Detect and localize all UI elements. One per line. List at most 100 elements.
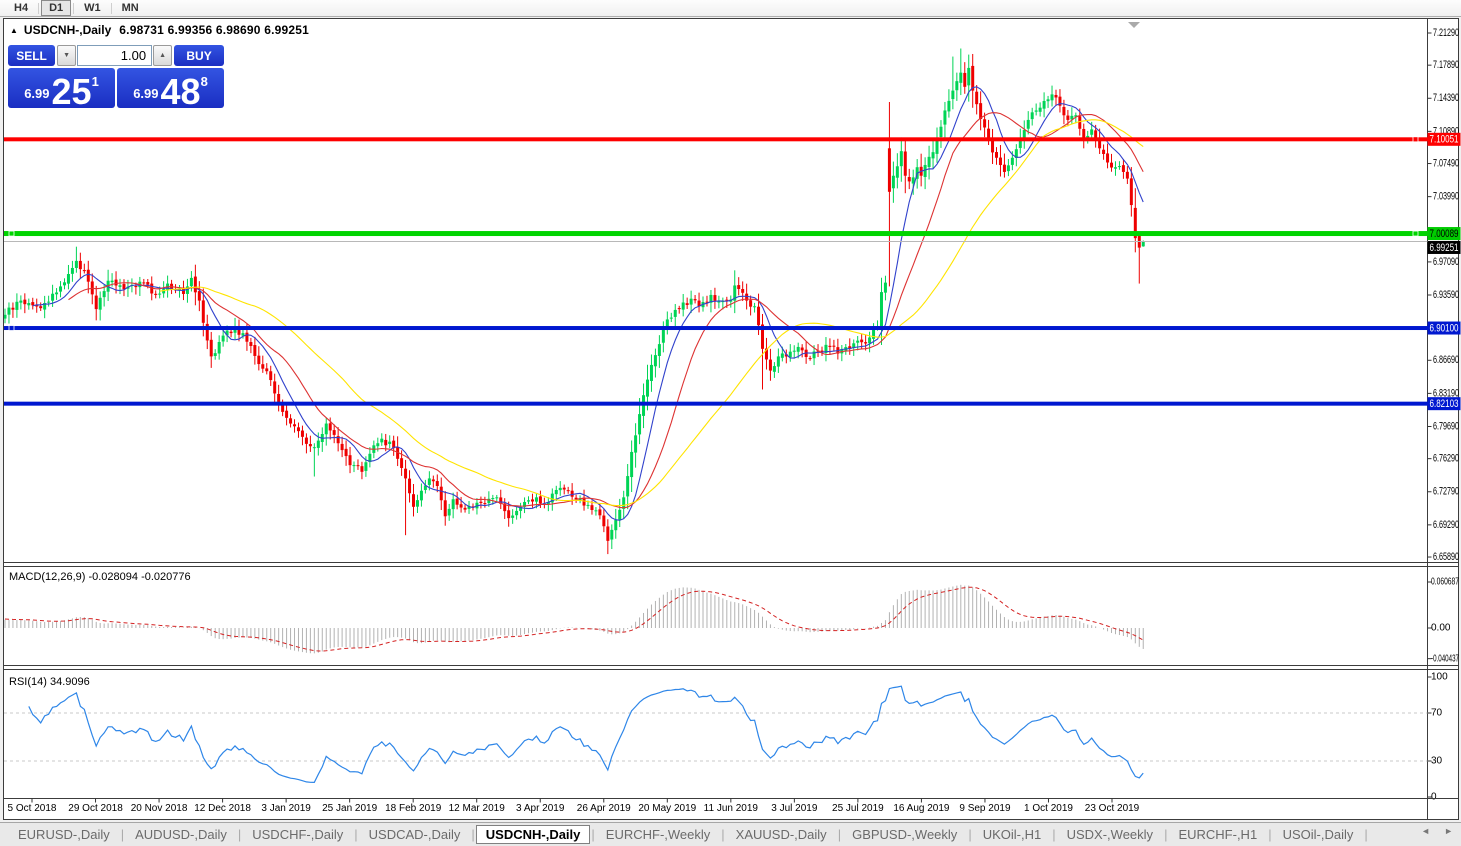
horizontal-level-line[interactable] xyxy=(4,231,1428,237)
candle xyxy=(455,491,459,510)
price-tick-label: 6.93590 xyxy=(1433,289,1459,301)
date-tick-label: 11 Jun 2019 xyxy=(704,803,759,814)
price-badge xyxy=(1427,321,1461,335)
candle xyxy=(411,484,415,517)
sell-price-point: 1 xyxy=(91,74,99,89)
timeframe-button-h4[interactable]: H4 xyxy=(14,2,29,14)
candle xyxy=(883,275,887,301)
chart-shift-icon[interactable] xyxy=(1128,22,1140,28)
toolbar-separator xyxy=(38,2,40,14)
timeframe-button-mn[interactable]: MN xyxy=(121,2,139,14)
horizontal-level-line[interactable] xyxy=(4,401,1428,406)
price-tick-label: 6.83190 xyxy=(1433,387,1459,399)
candle xyxy=(895,153,899,189)
tab-scroll-right-icon[interactable]: ► xyxy=(1444,826,1453,836)
buy-price-button[interactable]: 6.99 48 8 xyxy=(117,68,224,113)
toolbar-separator xyxy=(110,2,112,14)
timeframe-button-d1[interactable]: D1 xyxy=(41,0,72,16)
tab-audusd-daily[interactable]: AUDUSD-,Daily xyxy=(135,827,227,842)
price-tick-label: 6.65890 xyxy=(1433,551,1459,563)
candle xyxy=(213,349,217,360)
volume-increase-icon[interactable]: ▲ xyxy=(153,45,173,66)
rsi-axis-label: 100 xyxy=(1431,672,1448,683)
buy-price-pips: 48 xyxy=(160,71,201,113)
sell-price-button[interactable]: 6.99 25 1 xyxy=(8,68,115,113)
candle xyxy=(443,491,447,526)
candle xyxy=(764,337,768,370)
candle xyxy=(312,443,316,477)
line-handle[interactable] xyxy=(8,230,15,237)
candle xyxy=(955,72,959,101)
tab-scroll-buttons: ◄ ► xyxy=(1421,826,1453,836)
tab-usdchf-daily[interactable]: USDCHF-,Daily xyxy=(252,827,344,842)
candle xyxy=(776,348,780,373)
candle xyxy=(634,423,638,468)
price-badge-label: 6.90100 xyxy=(1430,322,1459,334)
candle xyxy=(185,278,189,303)
candle xyxy=(285,403,289,426)
tab-usoil-daily[interactable]: USOil-,Daily xyxy=(1282,827,1354,842)
candle xyxy=(356,459,360,470)
candle xyxy=(332,424,336,444)
candle xyxy=(1022,120,1026,149)
candle xyxy=(939,120,943,148)
line-handle[interactable] xyxy=(1412,230,1419,237)
candle xyxy=(705,295,709,307)
timeframe-button-w1[interactable]: W1 xyxy=(84,2,101,14)
candle xyxy=(217,335,221,360)
candle xyxy=(523,497,527,514)
candle xyxy=(527,496,531,505)
candle xyxy=(487,491,491,507)
candle xyxy=(142,278,146,286)
horizontal-level-line[interactable] xyxy=(4,326,1428,331)
price-tick-label: 7.17890 xyxy=(1433,59,1459,71)
candle xyxy=(415,494,419,514)
tab-scroll-left-icon[interactable]: ◄ xyxy=(1421,826,1431,836)
candle xyxy=(495,494,499,502)
candle xyxy=(237,319,241,342)
candle xyxy=(638,398,642,445)
date-tick-label: 16 Aug 2019 xyxy=(893,803,950,814)
tab-eurusd-daily[interactable]: EURUSD-,Daily xyxy=(18,827,110,842)
tab-separator: | xyxy=(1268,827,1272,842)
tab-usdx-weekly[interactable]: USDX-,Weekly xyxy=(1066,827,1154,842)
line-handle[interactable] xyxy=(1412,136,1419,143)
sell-button[interactable]: SELL xyxy=(8,45,56,66)
candle xyxy=(344,440,348,466)
volume-input[interactable] xyxy=(77,45,153,66)
tab-separator: | xyxy=(1052,827,1056,842)
candle xyxy=(31,297,35,310)
horizontal-level-line[interactable] xyxy=(4,137,1428,142)
line-handle[interactable] xyxy=(8,325,15,331)
candle xyxy=(963,62,967,94)
candle xyxy=(368,447,372,468)
tab-usdcad-daily[interactable]: USDCAD-,Daily xyxy=(368,827,461,842)
collapse-panel-icon[interactable]: ▲ xyxy=(10,25,18,35)
candle xyxy=(27,298,31,310)
candle xyxy=(653,348,657,378)
price-tick-label: 6.76290 xyxy=(1433,453,1459,465)
date-tick-label: 3 Jan 2019 xyxy=(261,803,311,814)
volume-decrease-icon[interactable]: ▼ xyxy=(57,45,77,66)
buy-button[interactable]: BUY xyxy=(174,45,224,66)
sell-price-pips: 25 xyxy=(51,71,92,113)
tab-xauusd-daily[interactable]: XAUUSD-,Daily xyxy=(735,827,827,842)
candle xyxy=(98,291,102,321)
candle xyxy=(669,312,673,323)
price-badge xyxy=(1427,397,1461,411)
one-click-trade-panel: SELL ▼ ▲ BUY 6.99 25 1 6.99 48 8 xyxy=(8,45,224,113)
candle xyxy=(1129,167,1133,217)
candle xyxy=(293,419,297,433)
candle xyxy=(911,169,915,195)
buy-price-prefix: 6.99 xyxy=(133,86,159,101)
tab-gbpusd-weekly[interactable]: GBPUSD-,Weekly xyxy=(852,827,958,842)
tab-ukoil-h1[interactable]: UKOil-,H1 xyxy=(982,827,1042,842)
macd-pane[interactable] xyxy=(4,567,1427,664)
candle xyxy=(265,363,269,375)
rsi-pane[interactable] xyxy=(4,670,1427,797)
tab-usdcnh-daily[interactable]: USDCNH-,Daily xyxy=(475,825,591,844)
tab-eurchf-h1[interactable]: EURCHF-,H1 xyxy=(1178,827,1258,842)
tab-eurchf-weekly[interactable]: EURCHF-,Weekly xyxy=(605,827,711,842)
candle xyxy=(606,519,610,555)
